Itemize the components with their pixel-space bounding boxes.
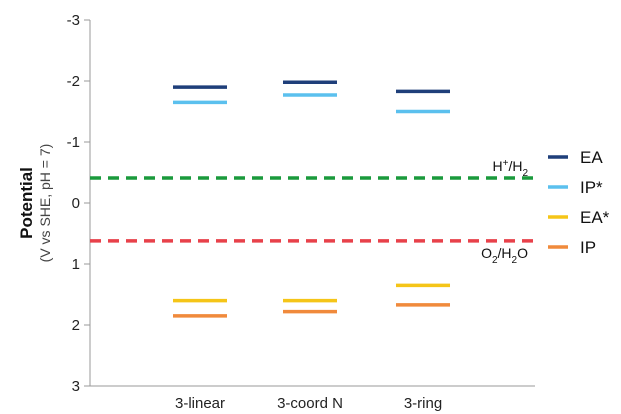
y-axis-ticks: -3 -2 -1 0 1 2 3 <box>67 12 90 395</box>
reference-line-label: O2/H2O <box>481 245 528 266</box>
legend-label: EA* <box>580 208 610 227</box>
y-tick-label: 0 <box>72 195 80 212</box>
legend-label: IP* <box>580 178 603 197</box>
x-category-label: 3-coord N <box>277 395 343 412</box>
legend: EA IP* EA* IP <box>548 148 610 257</box>
energy-level-marks <box>173 80 450 318</box>
y-axis-sublabel: (V vs SHE, pH = 7) <box>37 144 53 263</box>
reference-line-label: H+/H2 <box>492 158 528 179</box>
x-category-label: 3-ring <box>404 395 442 412</box>
y-tick-label: -1 <box>67 134 80 151</box>
reference-lines: H+/H2 O2/H2O <box>90 158 535 266</box>
legend-label: IP <box>580 238 596 257</box>
y-tick-label: -3 <box>67 12 80 29</box>
y-tick-label: -2 <box>67 73 80 90</box>
legend-label: EA <box>580 148 603 167</box>
y-tick-label: 1 <box>72 256 80 273</box>
y-axis-label: Potential <box>17 167 36 239</box>
x-axis-categories: 3-linear 3-coord N 3-ring <box>175 395 442 412</box>
y-axis-label-sub: (V vs SHE, pH = 7) <box>37 144 53 263</box>
y-tick-label: 3 <box>72 378 80 395</box>
x-category-label: 3-linear <box>175 395 225 412</box>
y-axis-label-main: Potential <box>17 167 36 239</box>
y-tick-label: 2 <box>72 317 80 334</box>
